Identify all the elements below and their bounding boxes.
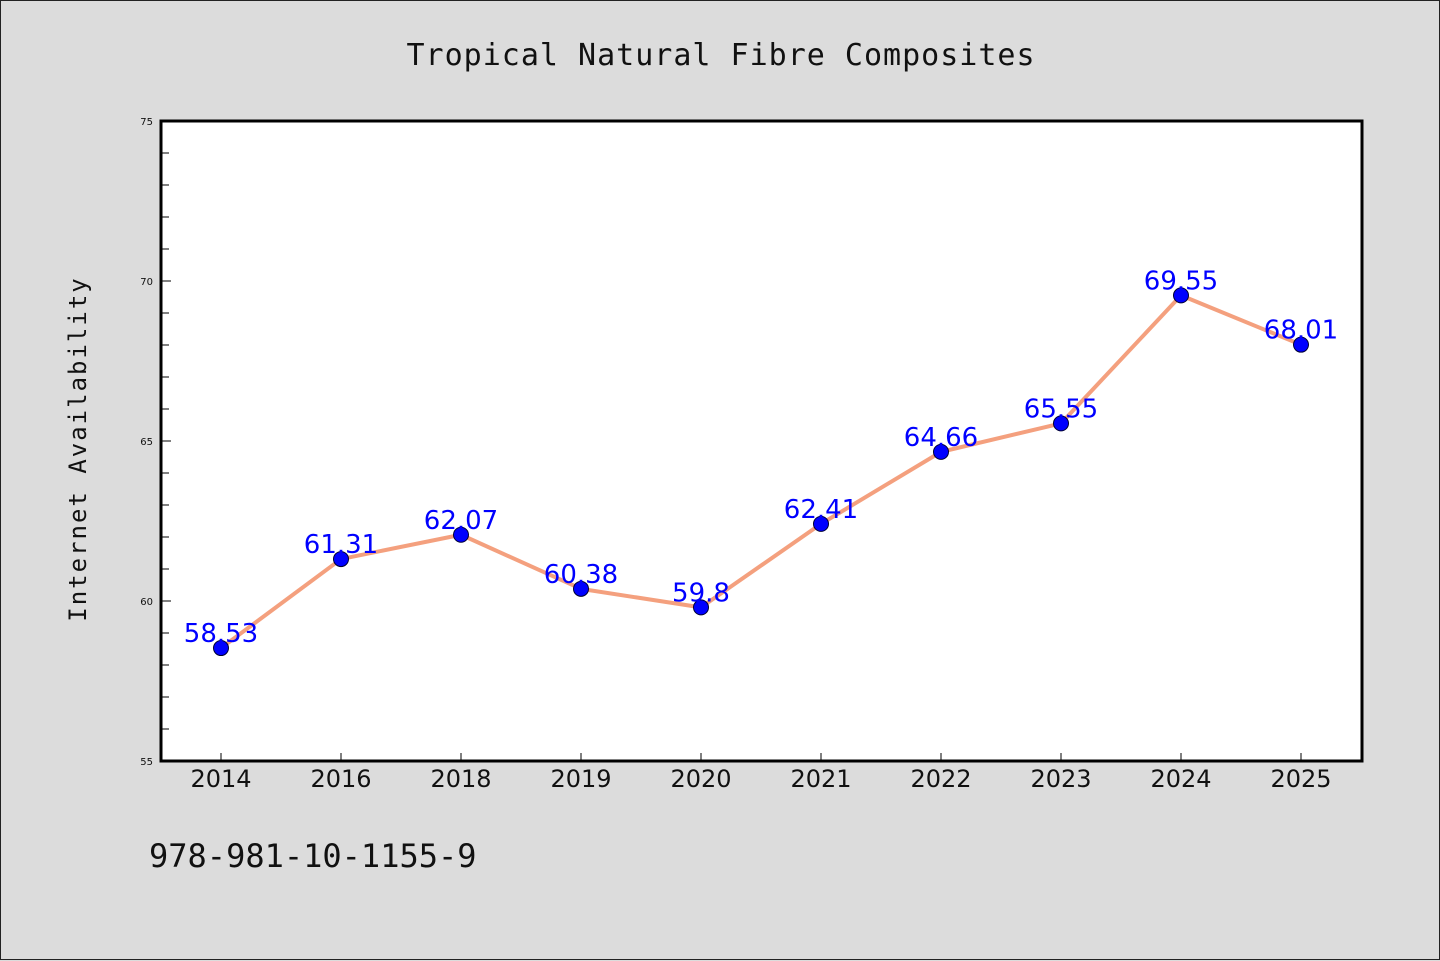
- y-axis-label: Internet Availability: [64, 276, 92, 621]
- data-point: [333, 551, 349, 568]
- data-point: [1293, 336, 1309, 353]
- x-tick-label: 2021: [790, 765, 851, 793]
- x-tick-label: 2025: [1270, 765, 1331, 793]
- y-tick-label: 65: [140, 437, 153, 448]
- x-tick-label: 2019: [550, 765, 611, 793]
- data-label: 65.55: [1024, 394, 1098, 424]
- x-tick-label: 2020: [670, 765, 731, 793]
- x-tick-label: 2023: [1030, 765, 1091, 793]
- y-tick-label: 75: [140, 117, 153, 128]
- chart-title: Tropical Natural Fibre Composites: [406, 38, 1035, 73]
- series-line-group: 58.53 61.31 62.07 60.38 59.8 62.41 64.66 65.55 6…: [184, 266, 1338, 657]
- data-point: [1173, 287, 1189, 304]
- x-tick-label: 2018: [430, 765, 491, 793]
- x-axis: 2014 2016 2018 2019 2020 2021 2022 2023 2024 2025: [190, 753, 1332, 793]
- data-label: 64.66: [904, 423, 978, 453]
- data-label: 62.07: [424, 506, 498, 536]
- data-point: [933, 443, 949, 460]
- data-label: 69.55: [1144, 266, 1218, 296]
- data-point: [573, 580, 589, 597]
- data-label: 59.8: [672, 578, 730, 608]
- data-point: [1053, 415, 1069, 432]
- y-tick-label: 70: [140, 277, 153, 288]
- data-point: [813, 515, 829, 532]
- x-tick-label: 2024: [1150, 765, 1211, 793]
- x-tick-label: 2016: [310, 765, 371, 793]
- x-tick-label: 2022: [910, 765, 971, 793]
- y-axis: 55 60 65 70 75: [140, 117, 171, 768]
- data-label: 58.53: [184, 619, 258, 649]
- data-label: 68.01: [1264, 316, 1338, 346]
- data-point: [213, 640, 229, 657]
- series-line: [219, 293, 1303, 651]
- data-point: [693, 599, 709, 616]
- x-tick-label: 2014: [190, 765, 251, 793]
- isbn-label: 978-981-10-1155-9: [149, 837, 477, 875]
- data-label: 60.38: [544, 560, 618, 590]
- plot-area: [159, 119, 1364, 763]
- data-label: 61.31: [304, 530, 378, 560]
- y-tick-label: 55: [140, 757, 153, 768]
- data-point: [453, 526, 469, 543]
- y-tick-label: 60: [140, 597, 153, 608]
- data-label: 62.41: [784, 495, 858, 525]
